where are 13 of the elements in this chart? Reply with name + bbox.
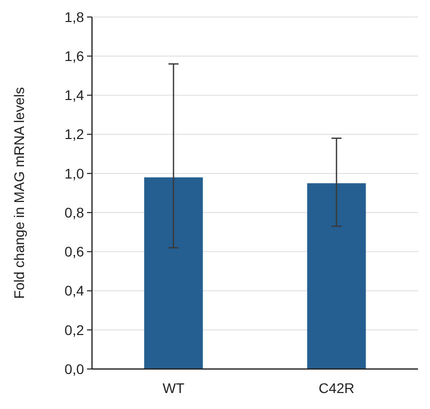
y-tick-label: 0,2 (64, 322, 84, 338)
y-tick-label: 1,0 (64, 165, 84, 182)
y-axis-title: Fold change in MAG mRNA levels (11, 87, 27, 299)
x-tick-label: C42R (318, 380, 354, 396)
y-tick-label: 0,4 (64, 282, 84, 299)
y-tick-label: 1,2 (64, 126, 84, 142)
y-tick-label: 1,8 (64, 8, 84, 25)
y-tick-label: 0,0 (64, 360, 84, 377)
y-tick-label: 0,8 (64, 204, 84, 220)
y-tick-label: 1,6 (64, 48, 84, 64)
y-tick-label: 0,6 (64, 244, 84, 260)
y-tick-label: 1,4 (64, 87, 84, 104)
x-tick-label: WT (162, 380, 185, 396)
